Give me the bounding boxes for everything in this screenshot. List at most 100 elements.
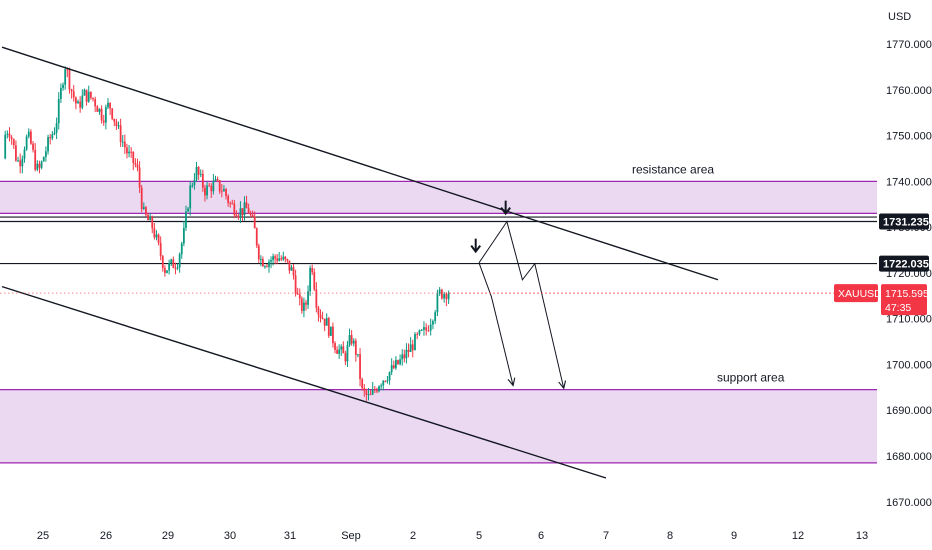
candle-158 — [336, 346, 338, 355]
candle-107-body — [231, 203, 234, 205]
candle-48 — [107, 98, 109, 110]
x-tick-label: 7 — [603, 530, 609, 542]
candle-169 — [359, 348, 361, 387]
candle-14-body — [34, 149, 37, 170]
candle-13 — [32, 141, 34, 153]
candle-200-body — [425, 327, 428, 331]
candle-66-body — [145, 207, 147, 215]
candle-109-body — [235, 214, 238, 217]
candle-180 — [382, 380, 385, 391]
candle-189 — [401, 349, 404, 366]
candle-196-body — [416, 334, 419, 336]
candle-118-body — [253, 216, 256, 229]
candle-129-body — [276, 258, 279, 261]
x-tick-label: 9 — [731, 530, 737, 542]
candle-71-body — [155, 234, 158, 238]
candle-15-body — [36, 163, 39, 170]
candle-121 — [259, 255, 262, 267]
candle-209 — [445, 292, 448, 307]
projection-path-main — [478, 220, 565, 389]
x-tick-label: 12 — [792, 530, 804, 542]
candle-164-body — [348, 335, 351, 346]
candle-185-body — [392, 365, 395, 369]
candle-86-body — [187, 208, 189, 212]
candle-67 — [147, 212, 149, 221]
candle-73 — [159, 236, 162, 261]
candle-127 — [272, 253, 274, 266]
candle-87 — [189, 181, 192, 216]
candle-59 — [130, 147, 133, 158]
candle-157-body — [334, 343, 336, 350]
time-axis[interactable]: 25 26 29 30 31 Sep 2 5 6 7 8 9 12 13 — [37, 530, 868, 542]
candle-6 — [17, 156, 19, 162]
candle-121-body — [259, 259, 262, 261]
candle-190 — [403, 349, 406, 363]
candle-172 — [365, 388, 368, 401]
candle-57-body — [126, 147, 128, 154]
candle-169-body — [359, 354, 361, 380]
candle-204 — [434, 309, 437, 325]
candle-16 — [38, 160, 41, 174]
candle-126 — [270, 256, 272, 269]
candle-141-body — [300, 298, 303, 311]
candle-34-body — [77, 101, 79, 104]
candle-131 — [280, 255, 283, 262]
bar-countdown: 47:35 — [885, 302, 911, 314]
candle-22 — [51, 131, 54, 141]
candle-163-body — [346, 345, 349, 362]
candle-6-body — [17, 160, 19, 162]
candle-156-body — [332, 326, 334, 344]
price-tags-layer: 1731.235 1722.035 XAUUSD 1715.595 47:35 — [834, 213, 929, 316]
candle-123-body — [264, 266, 266, 268]
candle-167-body — [354, 340, 357, 355]
candle-99 — [214, 175, 217, 182]
candle-90-body — [195, 167, 198, 180]
projection-arrowhead-main — [558, 380, 567, 390]
candle-210 — [447, 290, 450, 304]
candle-131-body — [280, 258, 283, 260]
projection-path-short — [478, 262, 514, 386]
candle-81 — [176, 263, 179, 271]
candle-44 — [98, 108, 101, 115]
candle-203 — [432, 319, 434, 330]
candle-14 — [34, 143, 37, 172]
candle-85-body — [185, 211, 187, 228]
candle-92-body — [199, 173, 202, 175]
candle-34 — [77, 99, 79, 104]
candle-0-body — [4, 134, 7, 159]
candle-113 — [243, 196, 246, 221]
candle-138-body — [294, 275, 297, 294]
candle-160 — [340, 344, 343, 356]
candle-71 — [155, 230, 158, 241]
candle-115-body — [247, 208, 250, 214]
candle-195 — [414, 332, 416, 351]
x-tick-label: 31 — [284, 530, 296, 542]
candle-61-body — [134, 162, 137, 165]
candle-53 — [117, 121, 120, 130]
candle-140 — [298, 288, 301, 306]
candle-108 — [233, 200, 236, 219]
candle-178 — [378, 385, 380, 393]
candle-136 — [290, 264, 293, 271]
candle-142 — [303, 297, 305, 318]
candle-12 — [30, 129, 32, 145]
candle-197 — [418, 329, 421, 336]
candle-193-body — [409, 344, 412, 352]
candle-2-body — [8, 133, 11, 138]
candle-38 — [85, 89, 88, 106]
price-axis[interactable]: USD 1770.0001760.0001750.0001740.0001730… — [886, 11, 932, 509]
candle-22-body — [51, 134, 54, 139]
candle-186 — [394, 356, 397, 370]
candle-35-body — [79, 101, 82, 108]
candle-54-body — [119, 125, 122, 143]
candle-125-body — [268, 261, 270, 267]
candle-189-body — [401, 354, 404, 360]
candle-202 — [429, 318, 432, 336]
candle-106 — [229, 201, 232, 208]
candle-65-body — [142, 207, 145, 209]
candle-58 — [128, 144, 130, 158]
candle-59-body — [130, 151, 133, 153]
candle-46 — [102, 114, 105, 126]
candle-197-body — [418, 330, 421, 335]
